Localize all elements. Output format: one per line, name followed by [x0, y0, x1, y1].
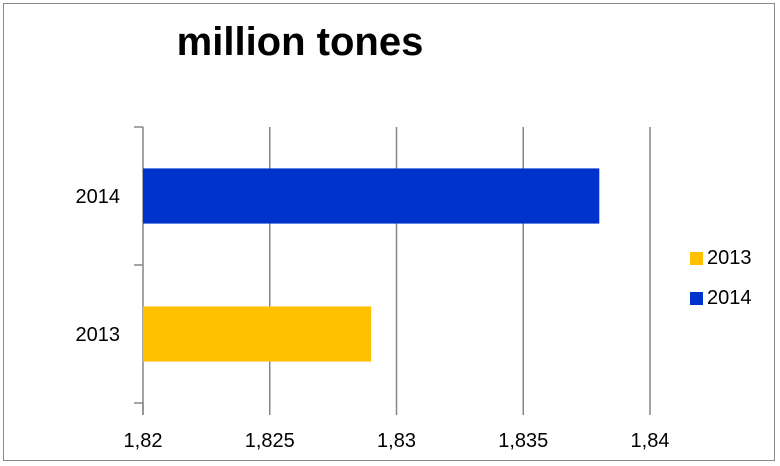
value-tick-label-2: 1,83: [377, 430, 416, 452]
legend-label-2013: 2013: [707, 246, 752, 269]
legend-swatch-2013: [690, 251, 703, 265]
legend: 2013 2014: [690, 245, 752, 325]
value-tick-label-4: 1,84: [631, 430, 670, 452]
chart-frame: [3, 3, 775, 461]
value-tick-label-3: 1,835: [498, 430, 548, 452]
value-tick-label-1: 1,825: [245, 430, 295, 452]
value-tick-label-0: 1,82: [124, 430, 163, 452]
chart-title: million tones: [176, 20, 424, 64]
category-label-2014: 2014: [76, 186, 121, 208]
legend-swatch-2014: [690, 291, 703, 305]
category-label-2013: 2013: [76, 324, 121, 346]
legend-label-2014: 2014: [707, 286, 752, 309]
legend-item-2013: 2013: [690, 245, 752, 271]
legend-item-2014: 2014: [690, 285, 752, 311]
bar-2013-2013: [143, 306, 372, 362]
bar-2014-2014: [143, 168, 600, 224]
